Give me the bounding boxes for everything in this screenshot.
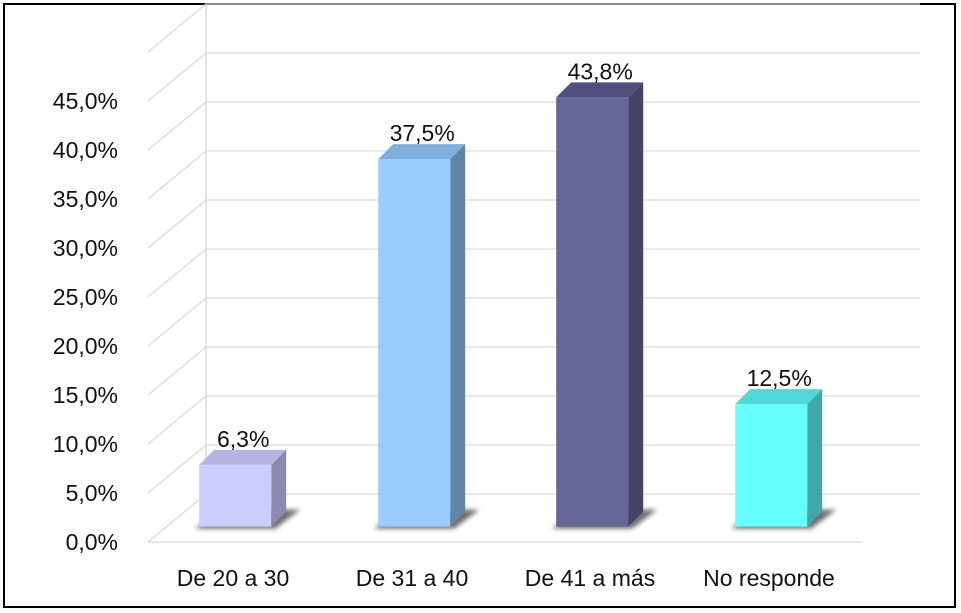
y-tick-label: 10,0% — [53, 431, 118, 457]
bar — [199, 449, 287, 527]
x-category-label: De 20 a 30 — [177, 565, 290, 591]
bar-side-face — [807, 389, 823, 527]
bar — [378, 144, 466, 527]
bar-top-face — [199, 449, 287, 465]
bar-front-face — [556, 97, 629, 527]
x-category-label: De 41 a más — [525, 565, 655, 591]
y-tick-label: 15,0% — [53, 382, 118, 408]
y-tick-label: 40,0% — [53, 137, 118, 163]
y-tick-label: 30,0% — [53, 235, 118, 261]
data-label: 6,3% — [217, 426, 269, 452]
bar-side-face — [628, 82, 644, 527]
bar-side-face — [450, 144, 466, 527]
bar-front-face — [735, 404, 808, 527]
y-tick-label: 5,0% — [66, 480, 118, 506]
y-tick-label: 20,0% — [53, 333, 118, 359]
y-tick-label: 35,0% — [53, 186, 118, 212]
bar — [556, 82, 644, 527]
gridline — [147, 199, 920, 249]
gridline — [147, 3, 920, 53]
gridline — [147, 297, 920, 347]
x-category-label: No responde — [703, 565, 835, 591]
data-label: 12,5% — [747, 365, 812, 391]
data-label: 37,5% — [390, 120, 455, 146]
y-tick-label: 0,0% — [66, 529, 118, 555]
gridlines — [147, 3, 920, 543]
y-tick-label: 45,0% — [53, 88, 118, 114]
bar-top-face — [735, 389, 823, 405]
bar-top-face — [378, 144, 466, 160]
gridline — [147, 248, 920, 298]
data-labels: 6,3% 37,5% 43,8% 12,5% — [217, 58, 812, 452]
bar-side-face — [271, 449, 287, 527]
bar-front-face — [378, 159, 451, 527]
gridline — [147, 150, 920, 200]
bars — [199, 82, 823, 527]
gridline — [147, 52, 920, 102]
bar — [735, 389, 823, 527]
data-label: 43,8% — [568, 58, 633, 84]
x-axis-category-labels: De 20 a 30 De 31 a 40 De 41 a más No respon… — [177, 565, 835, 591]
bar-front-face — [199, 464, 272, 527]
x-category-label: De 31 a 40 — [356, 565, 469, 591]
gridline — [147, 101, 920, 151]
y-tick-label: 25,0% — [53, 284, 118, 310]
y-axis-tick-labels: 0,0% 5,0% 10,0% 15,0% 20,0% 25,0% 30,0% 35,0% 40… — [53, 88, 118, 555]
bar-top-face — [556, 82, 644, 98]
